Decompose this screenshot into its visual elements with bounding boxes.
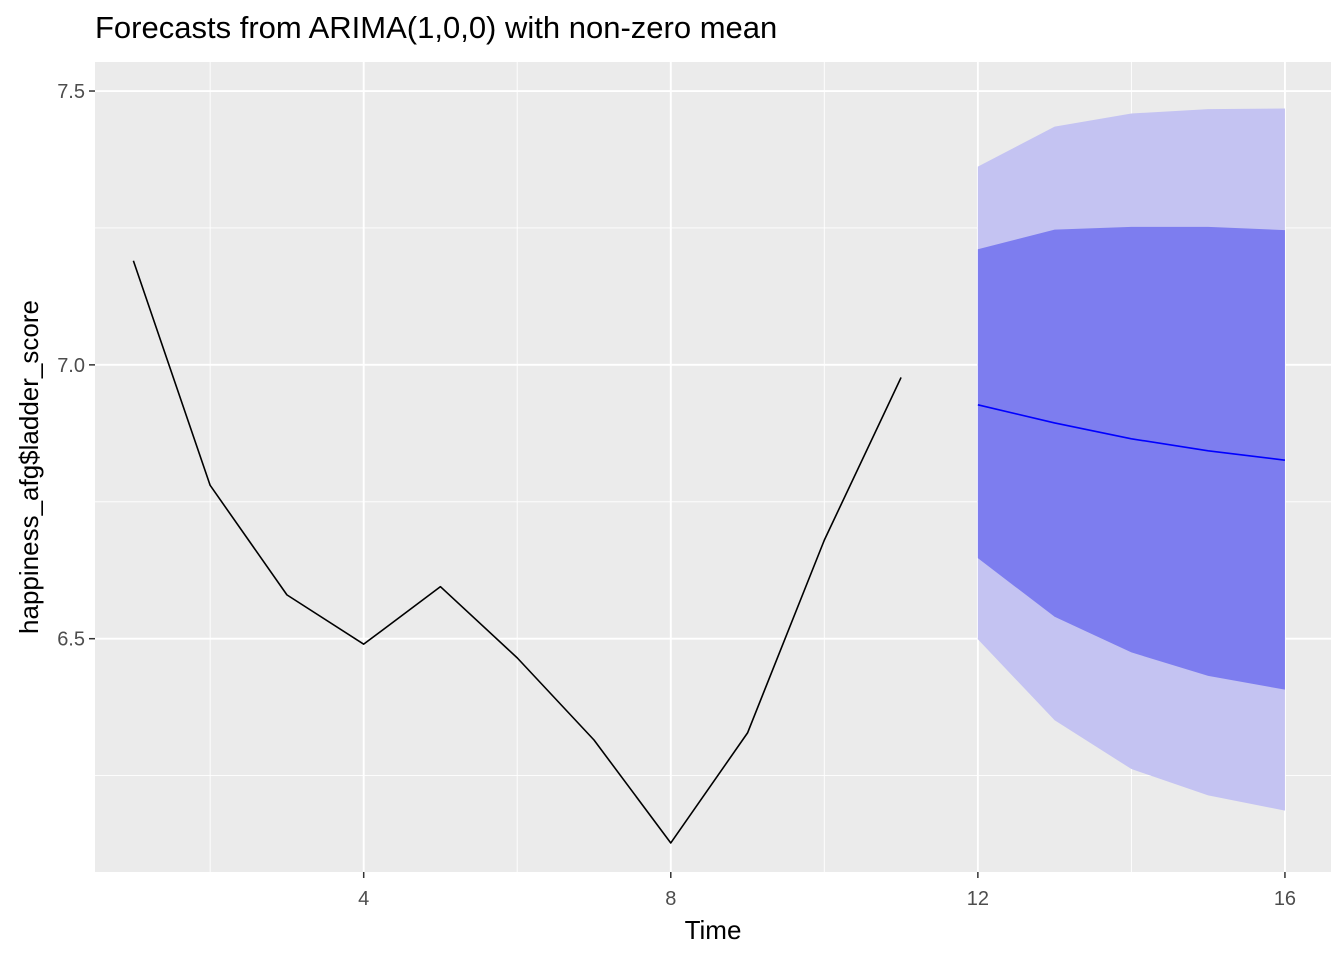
axis-ticks bbox=[89, 90, 1286, 878]
x-tick-label: 8 bbox=[665, 888, 676, 910]
x-tick-label: 12 bbox=[967, 888, 989, 910]
chart-title: Forecasts from ARIMA(1,0,0) with non-zer… bbox=[95, 10, 778, 45]
interval-band-80 bbox=[977, 226, 1285, 690]
forecast-line bbox=[977, 404, 1286, 461]
y-tick-label: 7.0 bbox=[57, 355, 85, 377]
y-axis-title: happiness_afg$ladder_score bbox=[14, 300, 44, 634]
tick-labels: 4 8 12 16 6.5 7.0 7.5 bbox=[57, 81, 1296, 910]
y-tick-label: 7.5 bbox=[57, 81, 85, 103]
observed-line bbox=[132, 260, 902, 844]
series-lines bbox=[132, 260, 1286, 844]
x-tick-label: 4 bbox=[358, 888, 369, 910]
x-axis-title: Time bbox=[685, 915, 742, 945]
y-tick-label: 6.5 bbox=[57, 629, 85, 651]
prediction-intervals bbox=[977, 108, 1285, 811]
x-tick-label: 16 bbox=[1274, 888, 1296, 910]
